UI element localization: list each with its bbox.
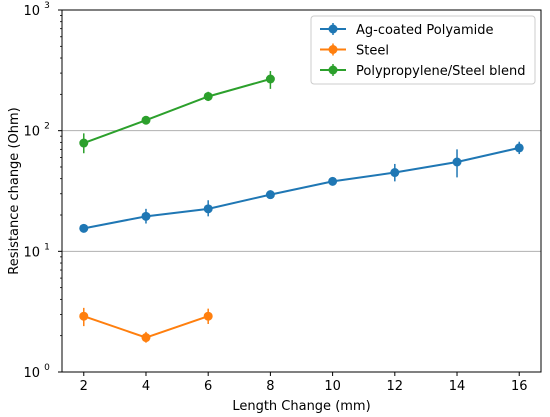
data-point-2-1 — [141, 115, 151, 125]
legend: Ag-coated Polyamide Steel Polypropylene/St… — [310, 15, 536, 85]
data-point-0-7 — [514, 143, 524, 153]
x-tick-label-5: 12 — [387, 379, 404, 394]
x-tick-label-4: 10 — [324, 379, 341, 394]
y-tick-label-exp-1: 1 — [44, 242, 50, 252]
y-tick-label-2: 10 — [23, 125, 40, 140]
legend-marker-1 — [328, 45, 338, 54]
data-point-2-3 — [265, 74, 275, 84]
y-tick-label-3: 10 — [23, 4, 40, 19]
data-point-0-0 — [79, 223, 89, 233]
series-0 — [79, 141, 524, 233]
grid-layer — [62, 130, 541, 252]
y-tick-label-exp-3: 3 — [44, 1, 50, 11]
legend-items: Ag-coated Polyamide Steel Polypropylene/St… — [320, 23, 526, 79]
x-axis-label: Length Change (mm) — [232, 399, 370, 414]
series-layer — [79, 71, 524, 343]
data-point-0-2 — [203, 204, 213, 214]
x-tick-label-0: 2 — [80, 379, 88, 394]
series-2 — [79, 71, 275, 154]
data-point-0-1 — [141, 211, 151, 221]
series-1 — [79, 307, 213, 343]
data-point-1-0 — [79, 311, 89, 321]
legend-marker-0 — [328, 24, 338, 34]
y-axis-label: Resistance change (Ohm) — [7, 107, 22, 274]
axes-layer: 2 4 6 8 10 12 14 16 10 0 10 1 10 2 10 3 — [23, 1, 527, 394]
data-point-1-2 — [203, 311, 213, 321]
data-point-1-1 — [141, 333, 151, 343]
x-tick-label-3: 8 — [266, 379, 274, 394]
series-line-2 — [83, 78, 271, 144]
data-point-0-6 — [452, 157, 462, 167]
x-tick-label-6: 14 — [449, 379, 466, 394]
y-tick-label-exp-0: 0 — [44, 363, 50, 373]
data-point-2-0 — [79, 138, 89, 148]
series-line-0 — [83, 146, 520, 230]
y-tick-label-1: 10 — [23, 245, 40, 260]
y-tick-label-exp-2: 2 — [44, 122, 50, 132]
data-point-0-3 — [265, 190, 275, 200]
legend-label-1: Steel — [356, 44, 389, 59]
data-point-2-2 — [203, 91, 213, 101]
legend-marker-2 — [328, 65, 338, 75]
x-tick-label-2: 6 — [204, 379, 212, 394]
plot-frame — [61, 9, 542, 373]
y-tick-label-0: 10 — [23, 366, 40, 381]
data-point-0-5 — [390, 168, 400, 178]
legend-box — [310, 15, 536, 85]
legend-label-0: Ag-coated Polyamide — [356, 23, 494, 38]
x-tick-label-7: 16 — [511, 379, 528, 394]
x-tick-label-1: 4 — [142, 379, 150, 394]
data-point-0-4 — [328, 176, 338, 186]
legend-label-2: Polypropylene/Steel blend — [356, 64, 526, 79]
